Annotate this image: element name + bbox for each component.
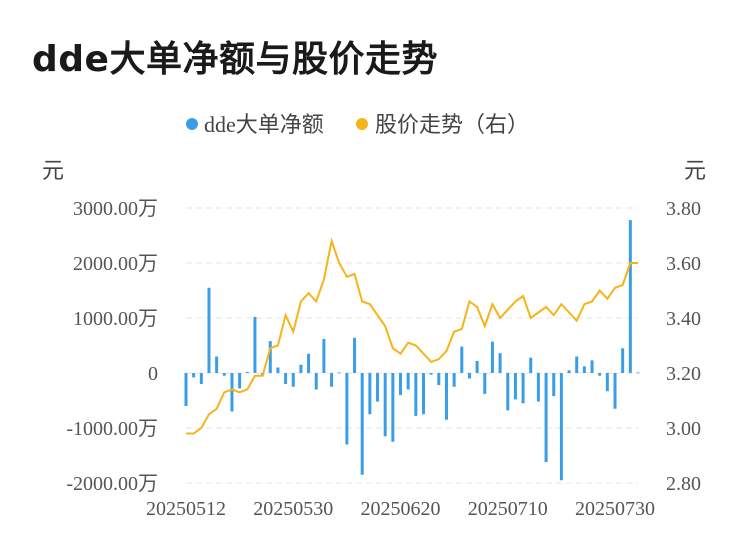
legend-label-price: 股价走势（右） [375, 112, 529, 137]
bar [353, 337, 357, 373]
bar [490, 341, 494, 373]
bar [307, 353, 311, 373]
left-tick-label: 3000.00万 [73, 198, 158, 220]
x-tick-label: 20250710 [468, 498, 548, 520]
bar [444, 373, 448, 420]
bar [559, 373, 563, 481]
bar [391, 373, 395, 442]
left-tick-label: 0 [148, 363, 158, 385]
bar [575, 356, 579, 373]
bar [314, 373, 318, 390]
bar [421, 373, 425, 415]
bar [506, 373, 510, 411]
chart-title: dde大单净额与股价走势 [32, 39, 438, 80]
bar [483, 373, 487, 394]
bar [291, 373, 295, 387]
left-tick-label: 2000.00万 [73, 253, 158, 275]
bar [605, 373, 609, 392]
bar [322, 338, 326, 373]
bar [621, 348, 625, 373]
bar [437, 373, 441, 386]
bar [245, 371, 249, 373]
bar [636, 372, 640, 374]
bar [467, 373, 471, 379]
bar [452, 373, 456, 387]
bar [536, 373, 540, 402]
legend-marker-price [356, 118, 368, 130]
bar [567, 370, 571, 373]
bar [253, 316, 257, 373]
right-tick-label: 2.80 [666, 473, 701, 495]
left-tick-label: -2000.00万 [66, 473, 158, 495]
x-tick-label: 20250530 [253, 498, 333, 520]
bar [628, 220, 632, 373]
bar [383, 373, 387, 437]
bar [276, 367, 280, 373]
right-tick-label: 3.20 [666, 363, 701, 385]
bar-series [184, 220, 640, 481]
bar [222, 373, 226, 376]
bar [582, 366, 586, 373]
bar [498, 353, 502, 373]
bar [460, 346, 464, 373]
legend-label-dde: dde大单净额 [204, 112, 324, 137]
bar [268, 341, 272, 373]
bar [590, 360, 594, 373]
bar [406, 373, 410, 390]
bar [299, 364, 303, 373]
bar [513, 373, 517, 400]
bar [368, 373, 372, 415]
bar [414, 373, 418, 416]
bar [284, 373, 288, 384]
legend: dde大单净额 股价走势（右） [186, 112, 529, 137]
x-tick-label: 20250512 [146, 498, 226, 520]
left-tick-label: -1000.00万 [66, 418, 158, 440]
right-tick-label: 3.80 [666, 198, 701, 220]
legend-marker-dde [186, 118, 198, 130]
bar [215, 356, 219, 373]
bar [230, 373, 234, 412]
bar [207, 287, 211, 373]
bar [238, 373, 242, 389]
bar [376, 373, 380, 402]
price-line [186, 237, 638, 435]
x-axis-ticks: 20250512 20250530 20250620 20250710 20250730 [146, 498, 655, 520]
bar [337, 372, 341, 374]
bar [521, 373, 525, 404]
bar [613, 373, 617, 409]
left-tick-label: 1000.00万 [73, 308, 158, 330]
right-tick-label: 3.60 [666, 253, 701, 275]
right-axis-unit: 元 [684, 159, 706, 184]
bar [330, 373, 334, 387]
right-axis-ticks: 3.80 3.60 3.40 3.20 3.00 2.80 [666, 198, 701, 495]
bar [199, 373, 203, 384]
bar [475, 360, 479, 373]
bar [544, 373, 548, 463]
right-tick-label: 3.40 [666, 308, 701, 330]
right-tick-label: 3.00 [666, 418, 701, 440]
bar [552, 373, 556, 397]
bar [529, 357, 533, 373]
bar [399, 373, 403, 395]
bar [360, 373, 364, 475]
x-tick-label: 20250730 [575, 498, 655, 520]
bar [345, 373, 349, 445]
bar [192, 373, 196, 378]
left-axis-unit: 元 [42, 159, 64, 184]
bar [184, 373, 188, 406]
x-tick-label: 20250620 [361, 498, 441, 520]
bar [429, 373, 433, 375]
left-axis-ticks: 3000.00万 2000.00万 1000.00万 0 -1000.00万 -2000.… [66, 198, 158, 495]
bar [598, 373, 602, 376]
